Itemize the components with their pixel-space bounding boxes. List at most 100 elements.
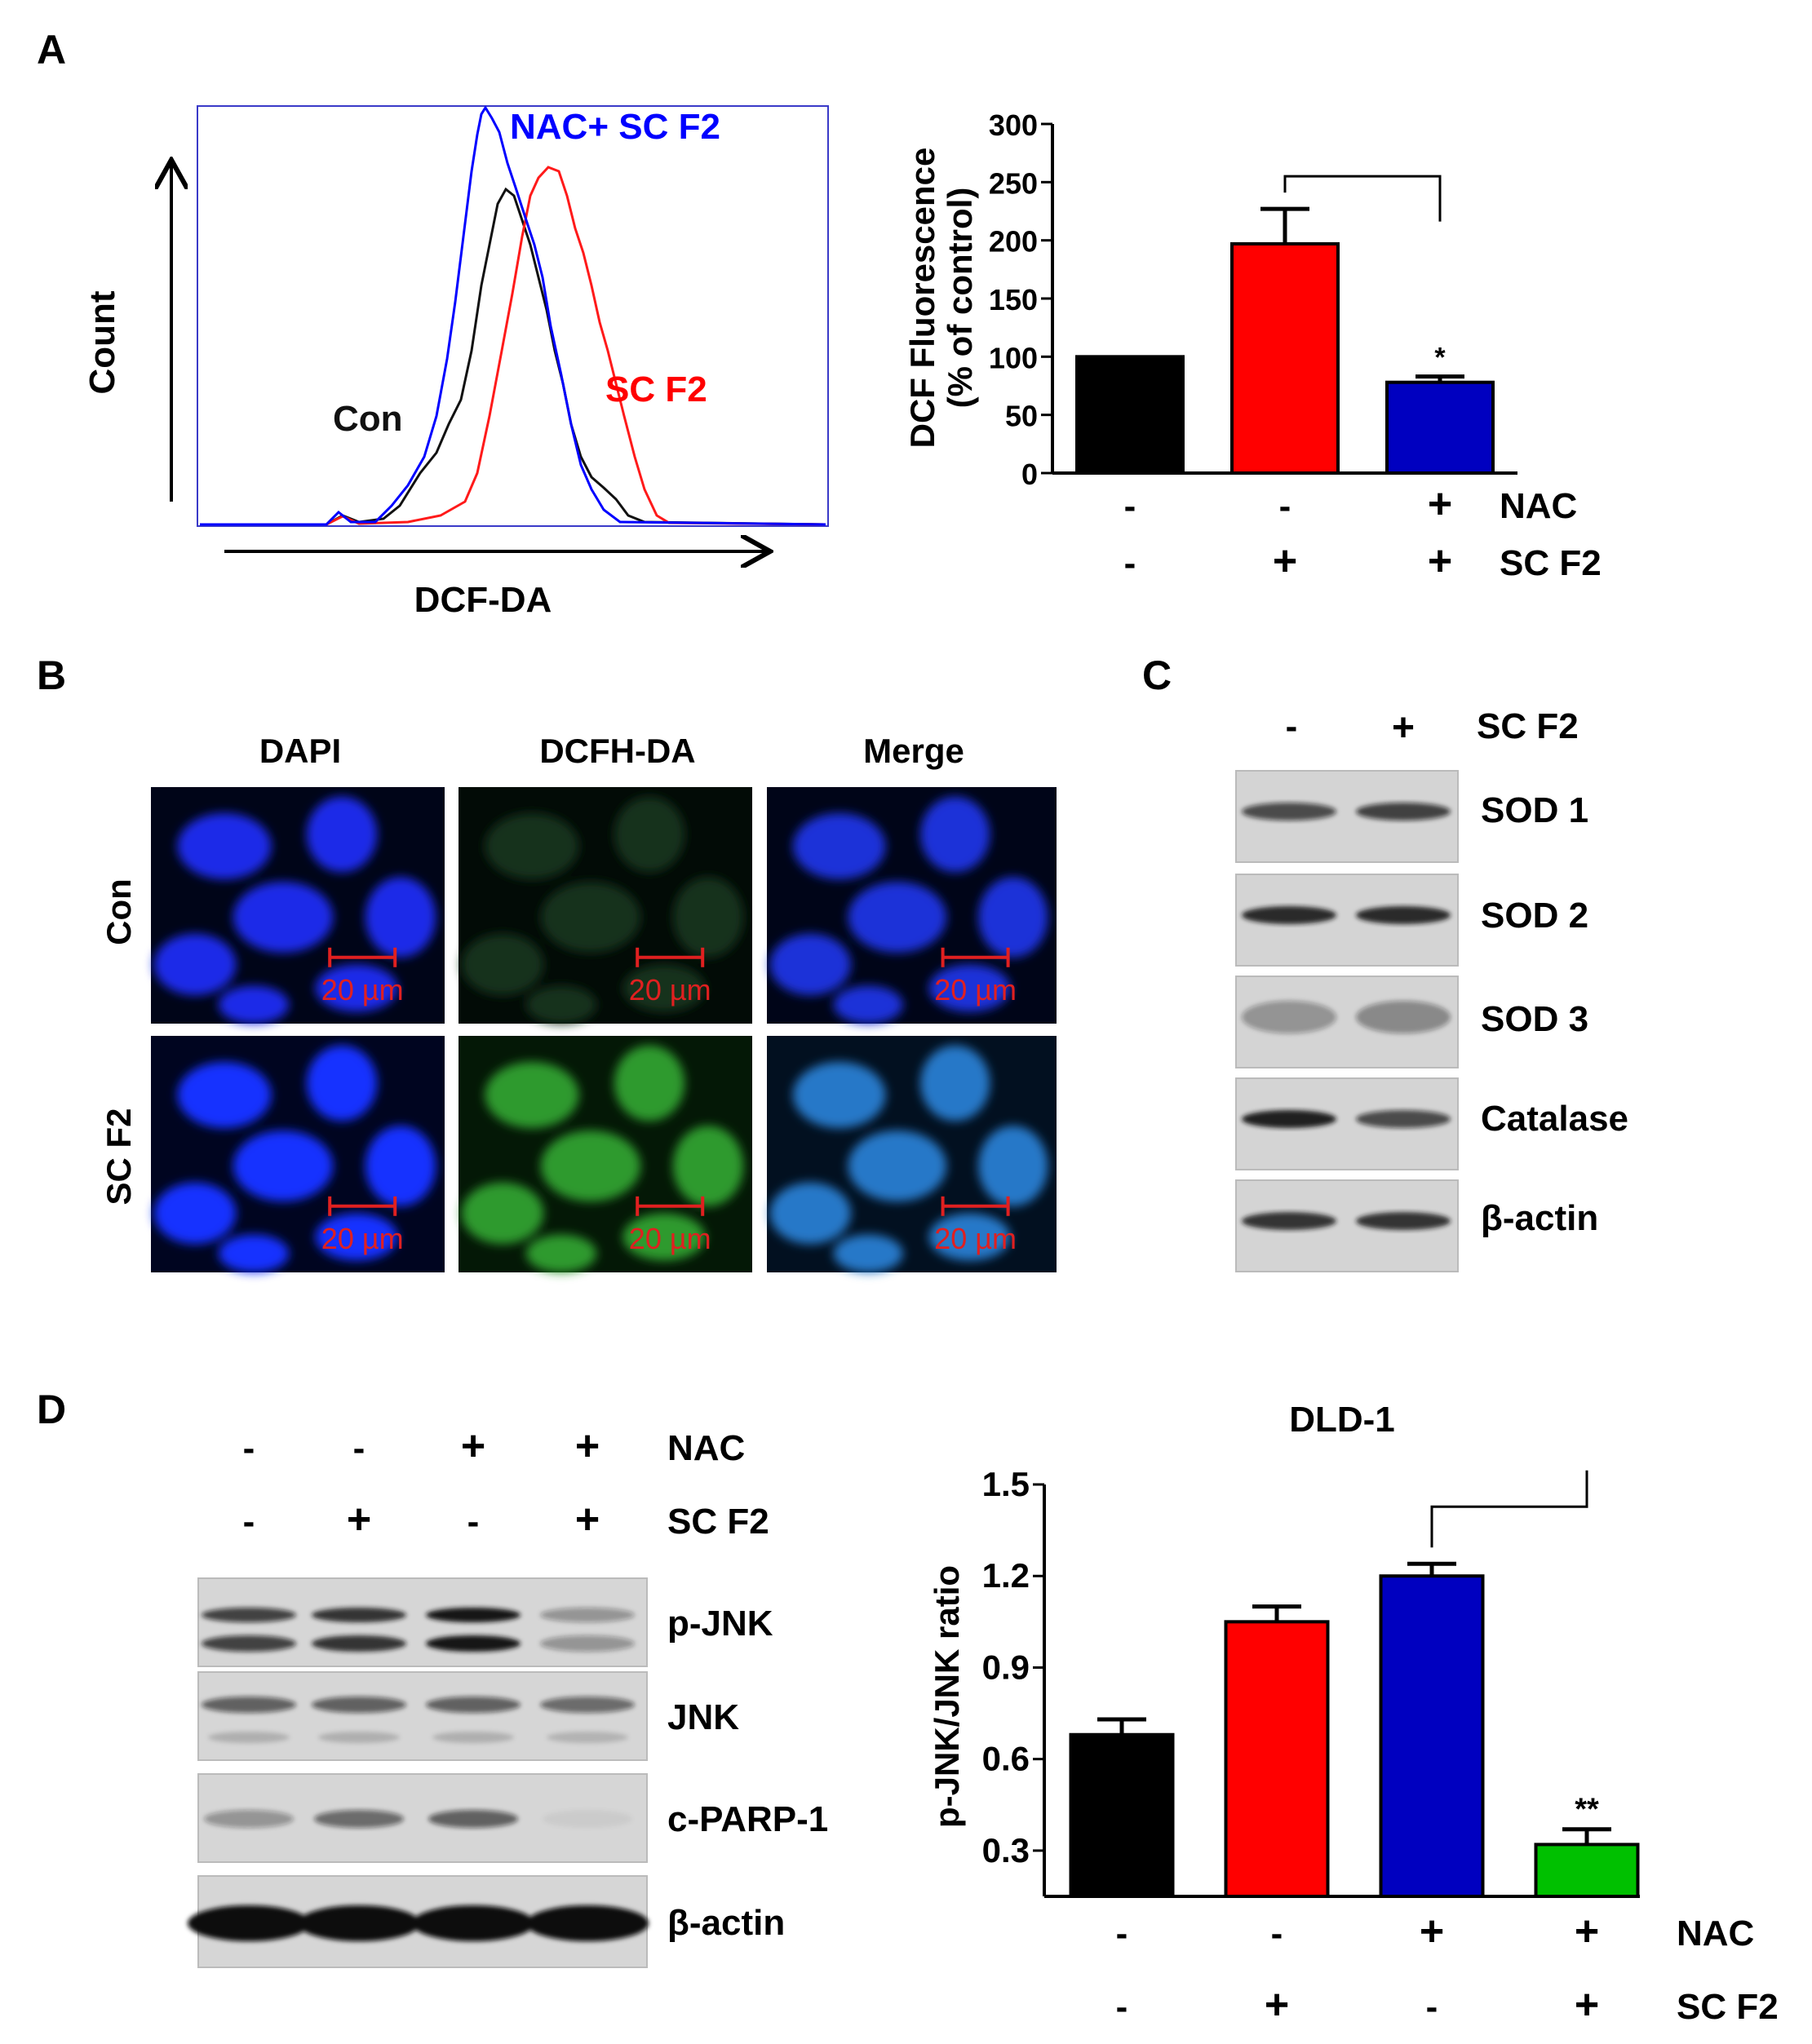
cell <box>233 882 334 953</box>
condition-sign: + <box>575 1422 600 1470</box>
condition-sign: - <box>1124 486 1136 526</box>
y-axis-label: p-JNK/JNK ratio <box>928 1565 966 1828</box>
histogram: Count DCF-DA NAC+ SC F2 SC F2 Con <box>82 105 829 620</box>
scale-bar-label: 20 µm <box>321 1222 404 1255</box>
band <box>547 1732 628 1743</box>
band <box>202 1635 296 1652</box>
band-label: β-actin <box>1481 1198 1598 1238</box>
cell <box>153 933 237 996</box>
cell <box>920 1045 990 1122</box>
chart-title: DLD-1 <box>1289 1400 1395 1440</box>
label-sc-f2: SC F2 <box>605 369 707 409</box>
band-label: JNK <box>667 1697 739 1737</box>
band <box>1242 1212 1336 1230</box>
condition-label: SC F2 <box>667 1502 769 1542</box>
cell <box>365 877 436 958</box>
band <box>543 1810 632 1828</box>
panel-letter-c: C <box>1142 653 1172 698</box>
cell <box>306 796 378 873</box>
cell <box>978 1126 1048 1206</box>
band <box>426 1608 521 1622</box>
condition-sign: - <box>1116 1987 1128 2027</box>
band <box>318 1732 400 1743</box>
band-label: β-actin <box>667 1903 785 1943</box>
c-header-plus: + <box>1392 706 1415 750</box>
cell <box>792 812 886 880</box>
cell <box>485 1061 579 1129</box>
band-label: c-PARP-1 <box>667 1799 828 1839</box>
y-tick-label: 1.5 <box>982 1465 1030 1503</box>
micro-row-con: Con <box>100 878 138 945</box>
condition-sign: + <box>575 1496 600 1543</box>
y-axis-label-line: (% of control) <box>941 188 979 409</box>
condition-sign: - <box>467 1502 480 1542</box>
bar <box>1230 241 1340 475</box>
cell <box>461 1182 544 1245</box>
y-tick-label: 200 <box>989 225 1038 259</box>
band-row <box>202 1697 635 1743</box>
micro-col-dapi: DAPI <box>259 732 341 770</box>
curve-nac-sc-f2 <box>200 105 826 526</box>
band <box>314 1810 404 1828</box>
band-pair <box>1242 1110 1451 1128</box>
condition-sign: + <box>1420 1908 1444 1955</box>
cell <box>848 882 947 953</box>
y-tick-label: 0.3 <box>982 1831 1030 1869</box>
band-label: SOD 3 <box>1481 999 1588 1039</box>
panel-letter-d: D <box>37 1387 66 1432</box>
scale-bar-label: 20 µm <box>629 973 711 1007</box>
y-tick-label: 100 <box>989 341 1038 374</box>
cell <box>614 1045 685 1122</box>
panel-letter-a: A <box>37 27 66 73</box>
scale-bar-label: 20 µm <box>934 973 1017 1007</box>
cell-cluster <box>153 796 436 1024</box>
condition-label: NAC <box>667 1428 745 1468</box>
band-pair <box>1242 1212 1451 1230</box>
y-tick-label: 50 <box>1005 400 1038 433</box>
condition-sign: - <box>243 1502 255 1542</box>
cell <box>833 1234 903 1273</box>
condition-sign: + <box>1273 538 1297 585</box>
panel-letter-b: B <box>37 653 66 698</box>
label-con: Con <box>333 399 403 439</box>
cell <box>218 985 290 1024</box>
band-row <box>188 1905 649 1941</box>
band-label: SOD 1 <box>1481 790 1588 830</box>
band <box>312 1608 406 1622</box>
cell <box>306 1045 378 1122</box>
histogram-x-label: DCF-DA <box>414 580 552 620</box>
condition-sign: + <box>1575 1981 1599 2029</box>
bar <box>1069 1732 1175 1898</box>
condition-sign: - <box>353 1428 366 1468</box>
histogram-frame <box>197 105 829 527</box>
cell <box>177 1061 272 1129</box>
microscopy-grid: 20 µm 20 µm 20 µm 20 µm 20 µm 20 µm <box>151 787 1057 1273</box>
scale-bar-label: 20 µm <box>629 1222 711 1255</box>
condition-label: NAC <box>1500 486 1577 526</box>
y-tick-label: 150 <box>989 283 1038 316</box>
cell <box>672 1126 744 1206</box>
cell <box>833 985 903 1024</box>
micro-col-dcfh-da: DCFH-DA <box>539 732 695 770</box>
condition-sign: - <box>243 1428 255 1468</box>
y-tick-label: 0.6 <box>982 1740 1030 1778</box>
band-label: Catalase <box>1481 1099 1628 1139</box>
band <box>426 1697 521 1713</box>
cell <box>540 882 641 953</box>
band <box>540 1697 635 1713</box>
cell <box>848 1130 947 1201</box>
band <box>312 1697 406 1713</box>
micro-row-sc-f2: SC F2 <box>100 1108 138 1205</box>
band <box>188 1905 310 1941</box>
band <box>1242 1001 1336 1033</box>
y-tick-label: 300 <box>989 108 1038 142</box>
cell <box>315 964 398 1012</box>
cell-cluster <box>461 1045 744 1273</box>
y-tick-label: 250 <box>989 166 1038 200</box>
blot-strip <box>197 1577 648 1667</box>
significance-bracket <box>1430 1470 1588 1548</box>
cell-cluster <box>769 796 1048 1024</box>
condition-label: NAC <box>1677 1913 1754 1953</box>
band <box>204 1810 294 1828</box>
